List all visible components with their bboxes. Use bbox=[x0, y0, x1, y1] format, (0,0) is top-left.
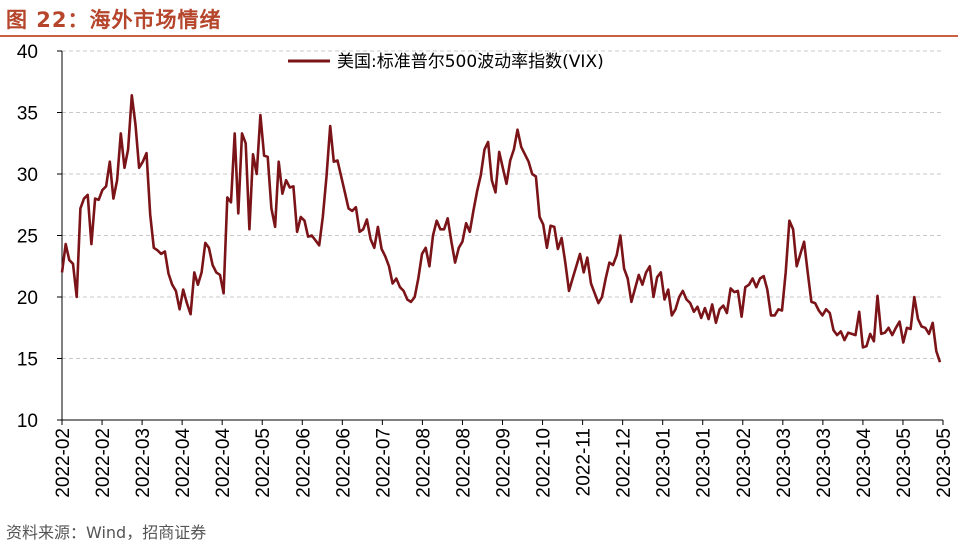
grid-lines bbox=[62, 50, 943, 359]
x-tick-label: 2022-11 bbox=[574, 428, 595, 496]
x-axis-ticks: 2022-02 2022-02 2022-03 2022-04 2022-04 2022-… bbox=[53, 420, 955, 498]
x-tick-label: 2022-08 bbox=[413, 428, 434, 498]
y-tick-label: 10 bbox=[17, 411, 38, 432]
y-tick-label: 20 bbox=[17, 288, 38, 309]
legend-label: 美国:标准普尔500波动率指数(VIX) bbox=[337, 52, 604, 72]
legend: 美国:标准普尔500波动率指数(VIX) bbox=[288, 52, 604, 72]
x-tick-label: 2022-03 bbox=[133, 428, 154, 498]
series-layer bbox=[60, 94, 942, 363]
x-tick-label: 2022-10 bbox=[534, 428, 555, 498]
x-tick-label: 2022-04 bbox=[173, 428, 194, 498]
y-tick-label: 15 bbox=[17, 350, 38, 371]
axes bbox=[61, 51, 943, 421]
x-tick-label: 2022-02 bbox=[53, 428, 74, 498]
x-tick-label: 2022-05 bbox=[253, 428, 274, 498]
series-line-vix bbox=[60, 94, 942, 363]
y-tick-label: 35 bbox=[17, 104, 38, 125]
x-tick-label: 2023-01 bbox=[694, 428, 715, 498]
x-tick-label: 2023-03 bbox=[814, 428, 835, 498]
x-tick-label: 2022-06 bbox=[293, 428, 314, 498]
y-axis-ticks: 10 15 20 25 30 35 40 bbox=[17, 42, 62, 432]
x-tick-label: 2022-04 bbox=[213, 428, 234, 498]
x-tick-label: 2023-02 bbox=[734, 428, 755, 498]
x-tick-label: 2022-06 bbox=[333, 428, 354, 498]
x-tick-label: 2022-08 bbox=[453, 428, 474, 498]
x-tick-label: 2022-02 bbox=[93, 428, 114, 498]
y-tick-label: 30 bbox=[17, 165, 38, 186]
x-tick-label: 2022-09 bbox=[494, 428, 515, 498]
figure-title: 图 22：海外市场情绪 bbox=[6, 8, 222, 32]
x-tick-label: 2022-07 bbox=[373, 428, 394, 498]
x-tick-label: 2023-04 bbox=[854, 428, 875, 498]
x-tick-label: 2022-12 bbox=[614, 428, 635, 498]
source-note: 资料来源：Wind，招商证券 bbox=[6, 523, 207, 542]
y-tick-label: 40 bbox=[17, 42, 38, 63]
title-divider bbox=[0, 35, 958, 37]
x-tick-label: 2023-03 bbox=[774, 428, 795, 498]
x-tick-label: 2023-05 bbox=[894, 428, 915, 498]
x-tick-label: 2023-05 bbox=[934, 428, 955, 498]
x-tick-label: 2023-01 bbox=[654, 428, 675, 498]
y-tick-label: 25 bbox=[17, 227, 38, 248]
